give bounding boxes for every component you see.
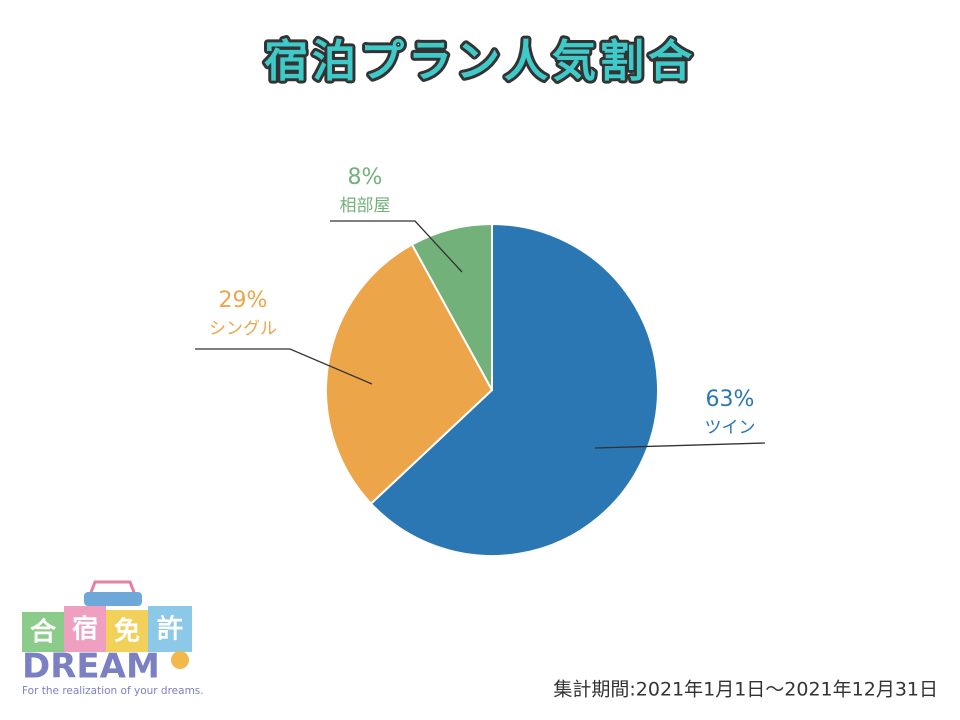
logo-text: 免: [114, 616, 140, 647]
logo-block: [64, 606, 106, 652]
data-label: 29%: [219, 288, 268, 313]
pie-slice: [410, 222, 493, 391]
data-label: 63%: [706, 387, 755, 412]
category-label: ツイン: [705, 418, 756, 438]
category-label: シングル: [209, 319, 277, 339]
logo: 合 宿 免 許 DREAM For the realization of you…: [22, 580, 204, 697]
logo-pin: [171, 651, 189, 669]
logo-tagline: For the realization of your dreams.: [22, 685, 204, 697]
chart-title: 宿泊プラン人気割合: [264, 36, 696, 87]
logo-text: 許: [157, 615, 183, 645]
logo-block: [22, 612, 64, 652]
logo-car-body: [84, 592, 142, 606]
logo-block: [106, 610, 148, 652]
pie: 63% ツイン 29% シングル 8% 相部屋: [195, 165, 766, 557]
leader-line: [330, 220, 463, 273]
logo-block: [148, 606, 192, 652]
footnote: 集計期間:2021年1月1日〜2021年12月31日: [553, 679, 938, 701]
logo-text: 宿: [72, 614, 98, 645]
pie-slice: [325, 243, 494, 506]
logo-name: DREAM: [22, 647, 160, 687]
pie-slice: [369, 222, 659, 557]
logo-text: 合: [30, 617, 57, 648]
data-label: 8%: [348, 165, 383, 190]
category-label: 相部屋: [340, 196, 391, 216]
leader-line: [195, 348, 373, 385]
leader-line: [594, 442, 766, 449]
